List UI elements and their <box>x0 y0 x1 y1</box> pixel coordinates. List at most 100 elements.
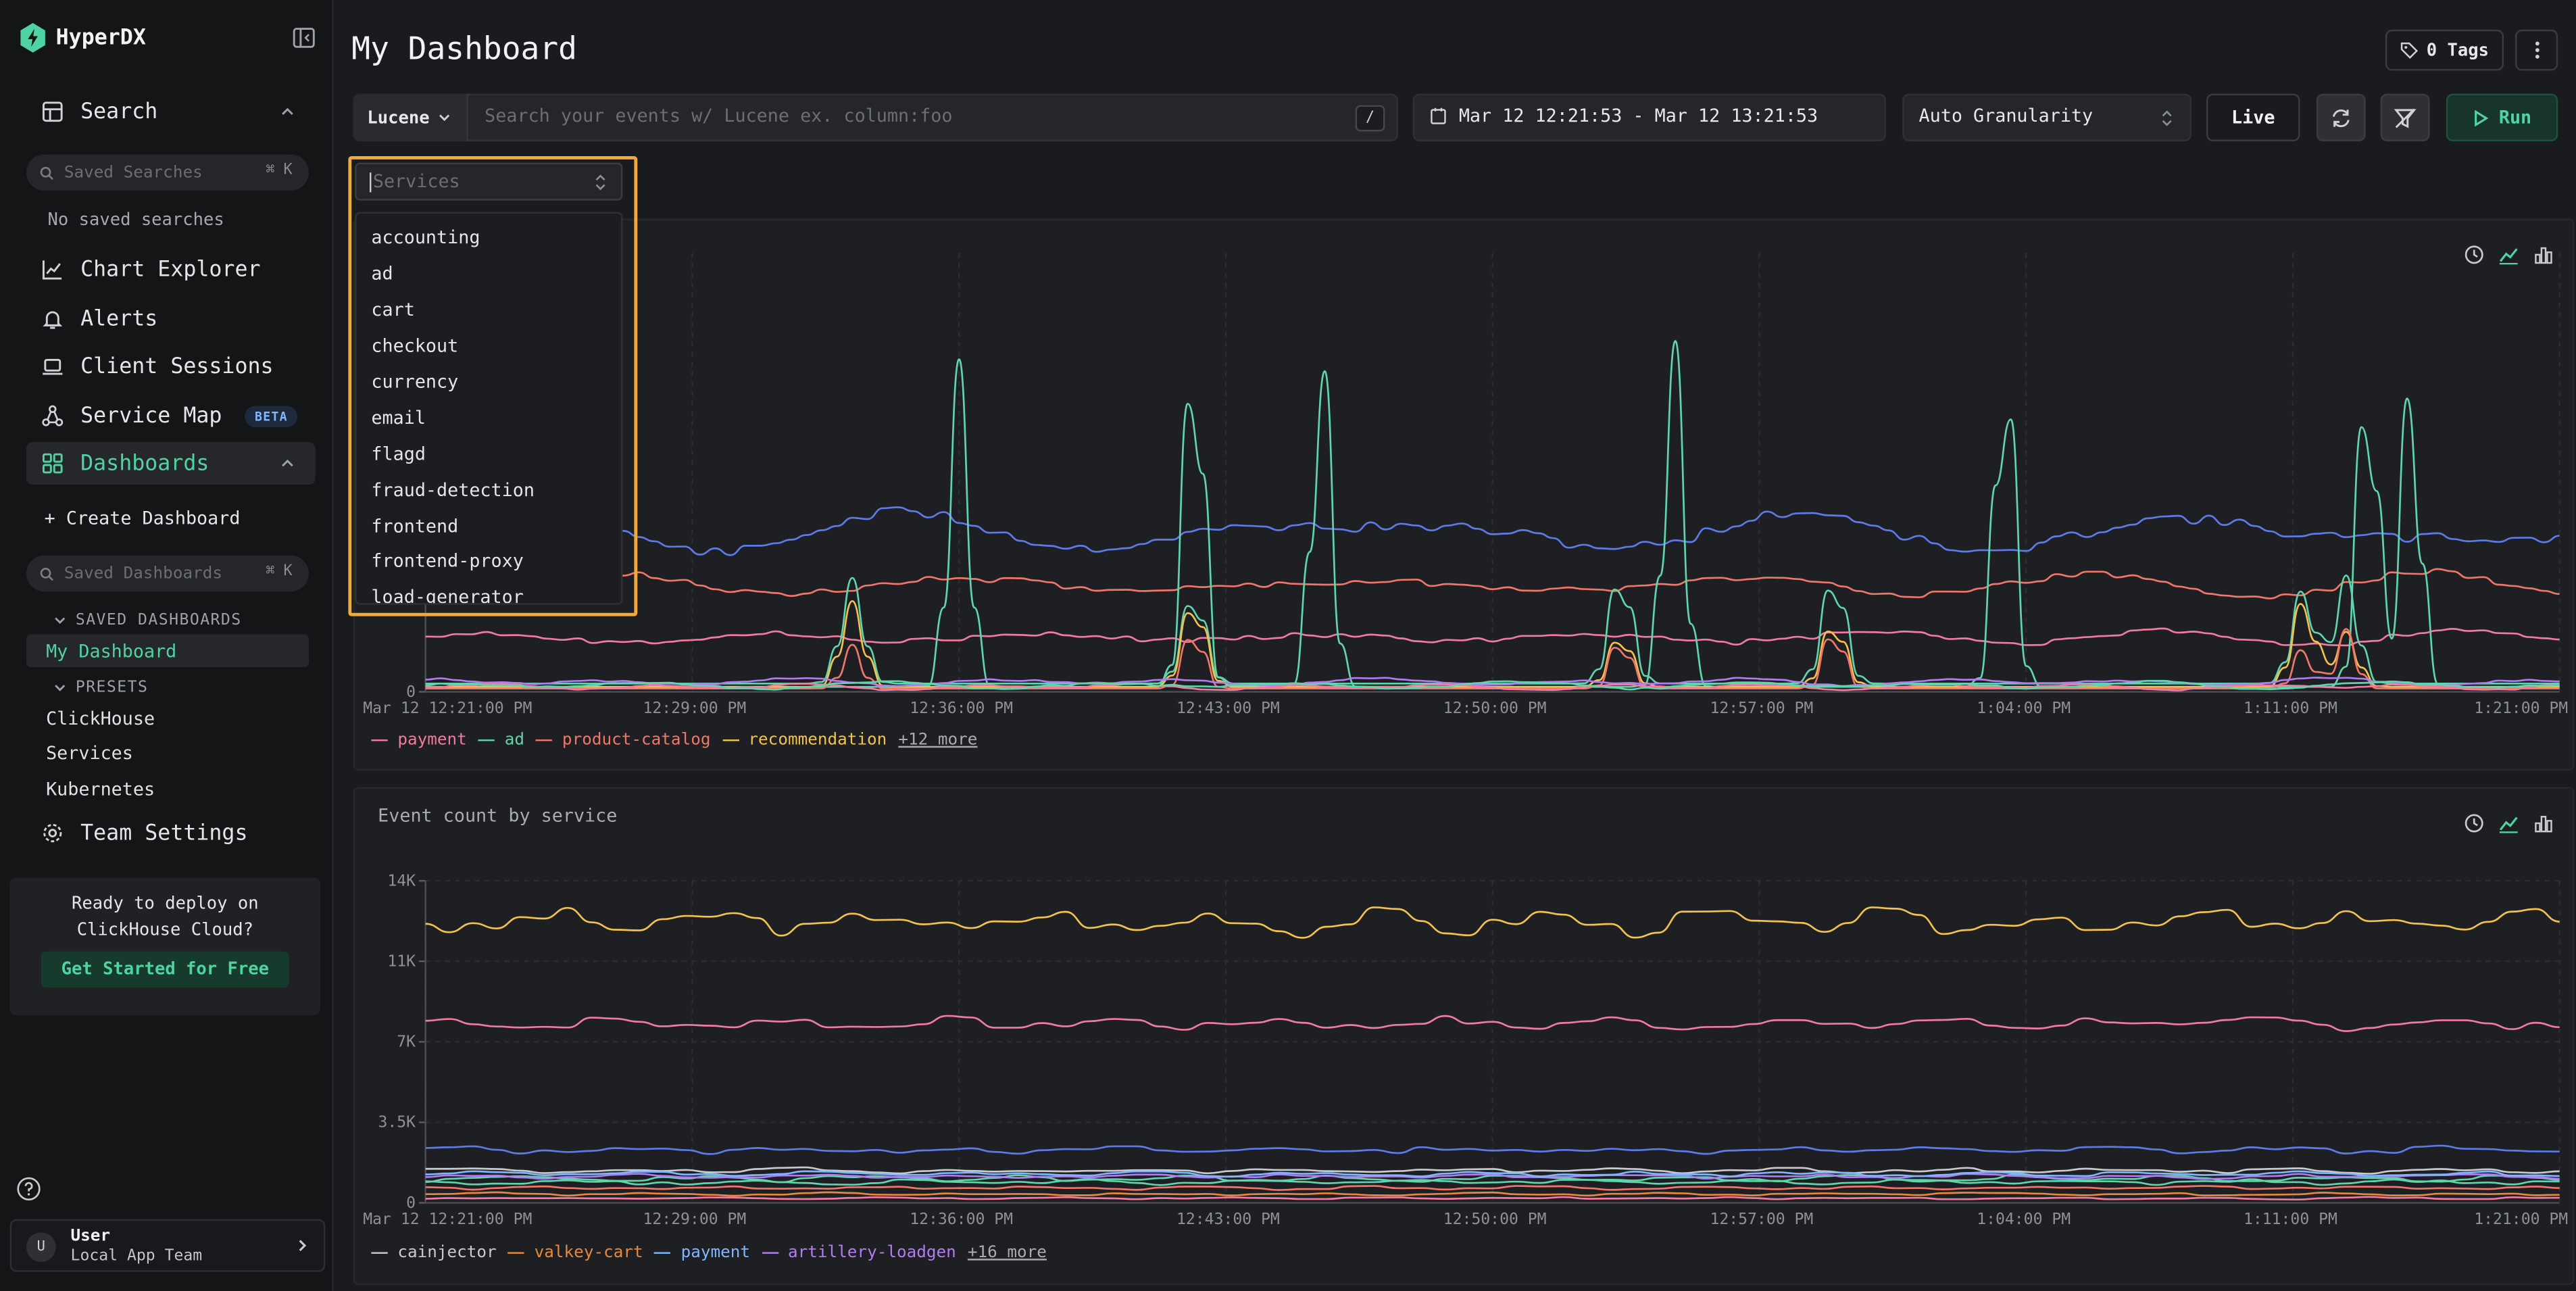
chevron-up-icon[interactable] <box>279 103 295 120</box>
services-select[interactable]: Services <box>355 162 623 201</box>
sidebar-item-label: Chart Explorer <box>80 257 261 282</box>
clock-icon[interactable] <box>2464 245 2484 264</box>
y-tick-label: 3.5K <box>378 1114 416 1131</box>
service-option[interactable]: currency <box>371 371 459 393</box>
get-started-button[interactable]: Get Started for Free <box>41 951 289 988</box>
sidebar-item-dashboards[interactable]: Dashboards <box>26 441 316 485</box>
service-option[interactable]: ad <box>371 263 393 285</box>
dots-vertical-icon <box>2534 41 2539 59</box>
series-line[interactable] <box>425 1015 2560 1032</box>
series-line[interactable] <box>425 1191 2560 1197</box>
legend-item[interactable]: payment <box>654 1244 750 1262</box>
series-line[interactable] <box>425 1166 2560 1175</box>
legend-item[interactable]: cainjector <box>371 1244 497 1262</box>
more-options-button[interactable] <box>2515 29 2558 71</box>
series-line[interactable] <box>425 683 2560 691</box>
series-line[interactable] <box>425 1173 2560 1180</box>
tags-button[interactable]: 0 Tags <box>2385 29 2504 71</box>
series-line[interactable] <box>425 600 2560 688</box>
service-option[interactable]: load-generator <box>371 587 524 605</box>
service-option[interactable]: flagd <box>371 443 426 465</box>
presets-section[interactable]: PRESETS <box>53 679 149 697</box>
line-chart-icon[interactable] <box>2499 245 2519 265</box>
series-line[interactable] <box>425 568 2560 600</box>
date-range-picker[interactable] <box>1412 93 1886 142</box>
saved-searches-input[interactable]: Saved Searches ⌘ K <box>26 154 309 191</box>
series-line[interactable] <box>425 1144 2560 1155</box>
gear-icon <box>43 823 62 843</box>
query-language-select[interactable]: Lucene <box>353 93 468 142</box>
service-option[interactable]: checkout <box>371 335 459 357</box>
shortcut-hint: ⌘ K <box>266 563 293 581</box>
bar-chart-icon[interactable] <box>2533 245 2553 264</box>
series-line[interactable] <box>425 906 2560 939</box>
refresh-button[interactable] <box>2316 93 2366 142</box>
preset-item-kubernetes[interactable]: Kubernetes <box>46 778 155 800</box>
run-button[interactable]: Run <box>2446 93 2558 142</box>
table-icon <box>42 101 63 122</box>
x-tick-label: 12:57:00 PM <box>1710 1211 1813 1228</box>
service-option[interactable]: accounting <box>371 227 480 249</box>
series-line[interactable] <box>425 1170 2560 1178</box>
x-tick-label: 1:11:00 PM <box>2244 1211 2337 1228</box>
service-option[interactable]: email <box>371 407 426 429</box>
tags-label: 0 Tags <box>2426 40 2490 60</box>
sidebar-item-client-sessions[interactable]: Client Sessions <box>26 345 316 388</box>
chart-legend: cainjector valkey-cart payment artillery… <box>371 1244 1047 1262</box>
sidebar-collapse-icon[interactable] <box>293 26 316 49</box>
legend-item[interactable]: artillery-loadgen <box>762 1244 956 1262</box>
saved-dashboards-input[interactable]: Saved Dashboards ⌘ K <box>26 555 309 592</box>
date-range-field[interactable]: Mar 12 12:21:53 - Mar 12 13:21:53 <box>1429 105 1818 126</box>
legend-item[interactable]: valkey-cart <box>507 1244 643 1263</box>
sidebar-item-search[interactable]: Search <box>26 91 316 133</box>
dashboard-item-my-dashboard[interactable]: My Dashboard <box>26 634 309 668</box>
preset-item-services[interactable]: Services <box>46 741 133 764</box>
sidebar: HyperDX Search Saved Searches ⌘ K No sav… <box>0 0 334 1291</box>
granularity-select[interactable] <box>1902 93 2192 142</box>
text-cursor <box>369 172 372 192</box>
chevron-down-icon <box>55 685 66 691</box>
legend-more-link[interactable]: +16 more <box>967 1244 1047 1263</box>
filter-button[interactable] <box>2380 93 2430 142</box>
help-icon[interactable] <box>16 1177 41 1201</box>
preset-item-clickhouse[interactable]: ClickHouse <box>46 707 155 729</box>
sidebar-item-team-settings[interactable]: Team Settings <box>26 812 316 854</box>
x-tick-label: 1:21:00 PM <box>2474 1211 2568 1228</box>
legend-item[interactable]: product-catalog <box>536 731 710 750</box>
live-button[interactable]: Live <box>2206 93 2300 142</box>
beta-badge: BETA <box>245 405 298 427</box>
series-line[interactable] <box>425 1177 2560 1186</box>
bar-chart-icon[interactable] <box>2533 813 2553 833</box>
service-option[interactable]: frontend-proxy <box>371 551 524 573</box>
legend-more-link[interactable]: +12 more <box>898 731 978 750</box>
legend-item[interactable]: recommendation <box>722 731 887 750</box>
clock-icon[interactable] <box>2464 813 2484 833</box>
series-line[interactable] <box>425 627 2560 647</box>
brand[interactable]: HyperDX <box>20 23 146 53</box>
series-line[interactable] <box>425 506 2560 556</box>
service-option[interactable]: cart <box>371 299 415 321</box>
sidebar-item-chart-explorer[interactable]: Chart Explorer <box>26 248 316 291</box>
service-option[interactable]: fraud-detection <box>371 479 535 501</box>
chevron-up-icon[interactable] <box>279 455 295 471</box>
user-menu[interactable]: U User Local App Team <box>9 1219 326 1272</box>
legend-label: valkey-cart <box>534 1244 643 1263</box>
chevron-down-icon <box>440 114 451 122</box>
x-tick-label: Mar 12 12:21:00 PM <box>363 700 532 717</box>
x-tick-label: 12:36:00 PM <box>910 1211 1013 1228</box>
service-option[interactable]: frontend <box>371 515 459 537</box>
legend-item[interactable]: payment <box>371 731 467 750</box>
saved-dashboards-section[interactable]: SAVED DASHBOARDS <box>53 611 242 629</box>
filter-off-icon <box>2394 107 2417 128</box>
create-dashboard-link[interactable]: + Create Dashboard <box>44 508 241 529</box>
tag-icon <box>2400 42 2419 59</box>
sidebar-item-alerts[interactable]: Alerts <box>26 297 316 340</box>
legend-item[interactable]: ad <box>478 731 524 750</box>
search-input[interactable]: Search your events w/ Lucene ex. column:… <box>485 105 953 127</box>
series-line[interactable] <box>425 1196 2560 1201</box>
line-chart-icon[interactable] <box>2499 813 2519 833</box>
series-line[interactable] <box>425 679 2560 691</box>
series-line[interactable] <box>425 1185 2560 1191</box>
sidebar-item-service-map[interactable]: Service Map BETA <box>26 394 316 437</box>
